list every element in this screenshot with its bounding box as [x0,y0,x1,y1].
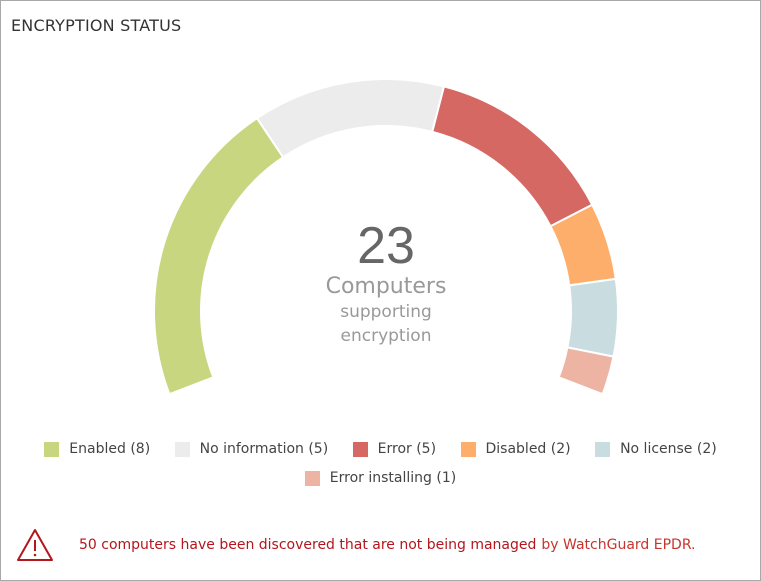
legend-swatch [595,442,611,457]
legend-swatch [174,442,190,457]
legend-label: Disabled (2) [485,441,571,457]
center-count: 23 [357,217,415,275]
gauge-segment-no-license[interactable] [566,277,619,358]
encryption-gauge-chart: 23 Computers supporting encryption [153,78,619,396]
center-sublabel-2: encryption [341,326,432,346]
legend-item-disabled[interactable]: Disabled (2) [460,437,571,462]
legend-item-no-information[interactable]: No information (5) [174,437,329,462]
panel-title: ENCRYPTION STATUS [11,16,182,35]
legend-swatch [304,471,320,486]
center-sublabel-1: supporting [340,302,432,322]
legend-item-enabled[interactable]: Enabled (8) [44,437,150,462]
gauge-segment-enabled[interactable] [153,116,285,396]
legend-label: Error (5) [377,441,437,457]
warning-triangle-icon [17,529,53,561]
legend-label: Error installing (1) [329,470,457,486]
gauge-segment-no-information[interactable] [255,78,446,159]
legend-item-error[interactable]: Error (5) [352,437,437,462]
legend-swatch [460,442,476,457]
unmanaged-computers-warning: 50 computers have been discovered that a… [15,527,696,563]
legend-swatch [352,442,368,457]
legend-label: Enabled (8) [69,441,151,457]
warning-suffix: by WatchGuard EPDR. [541,537,696,553]
center-label: Computers [326,274,447,299]
gauge-segment-error[interactable] [431,85,594,228]
chart-legend: Enabled (8) No information (5) Error (5)… [1,437,760,495]
legend-item-no-license[interactable]: No license (2) [595,437,717,462]
legend-item-error-installing[interactable]: Error installing (1) [304,466,457,491]
gauge-segment-error-installing[interactable] [557,346,615,396]
legend-label: No license (2) [620,441,717,457]
warning-message-link[interactable]: 50 computers have been discovered that a… [79,537,537,553]
legend-swatch [44,442,60,457]
legend-label: No information (5) [199,441,329,457]
